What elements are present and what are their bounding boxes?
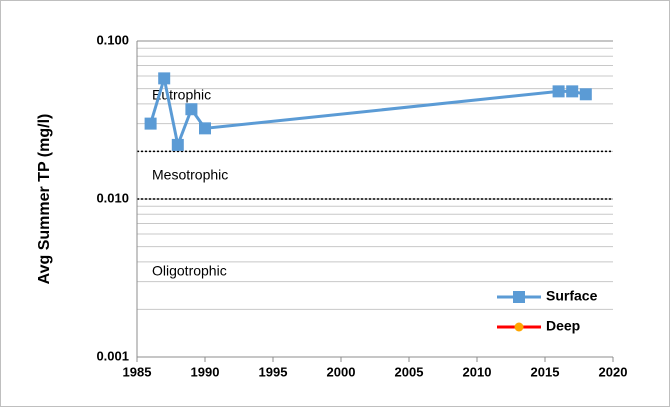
marker: [566, 85, 579, 98]
legend-marker: [514, 322, 524, 332]
marker: [185, 103, 198, 116]
marker: [579, 88, 592, 101]
x-tick-label: 1985: [123, 364, 152, 379]
x-tick-label: 2005: [395, 364, 424, 379]
legend-label: Deep: [546, 318, 580, 334]
legend-marker: [513, 291, 525, 303]
marker: [171, 138, 184, 151]
marker: [144, 117, 157, 130]
marker: [552, 85, 565, 98]
zone-label: Mesotrophic: [152, 167, 228, 183]
x-tick-label: 2000: [327, 364, 356, 379]
x-tick-label: 1990: [191, 364, 220, 379]
y-tick-label: 0.100: [96, 32, 129, 47]
zone-label: Oligotrophic: [152, 263, 227, 279]
legend-label: Surface: [546, 288, 598, 304]
y-axis-title: Avg Summer TP (mg/l): [36, 114, 53, 285]
x-tick-label: 1995: [259, 364, 288, 379]
marker: [158, 72, 171, 85]
marker: [199, 122, 211, 135]
x-tick-label: 2015: [531, 364, 560, 379]
x-tick-label: 2010: [463, 364, 492, 379]
y-tick-label: 0.001: [96, 348, 129, 363]
y-tick-label: 0.010: [96, 190, 129, 205]
x-tick-label: 2020: [599, 364, 628, 379]
